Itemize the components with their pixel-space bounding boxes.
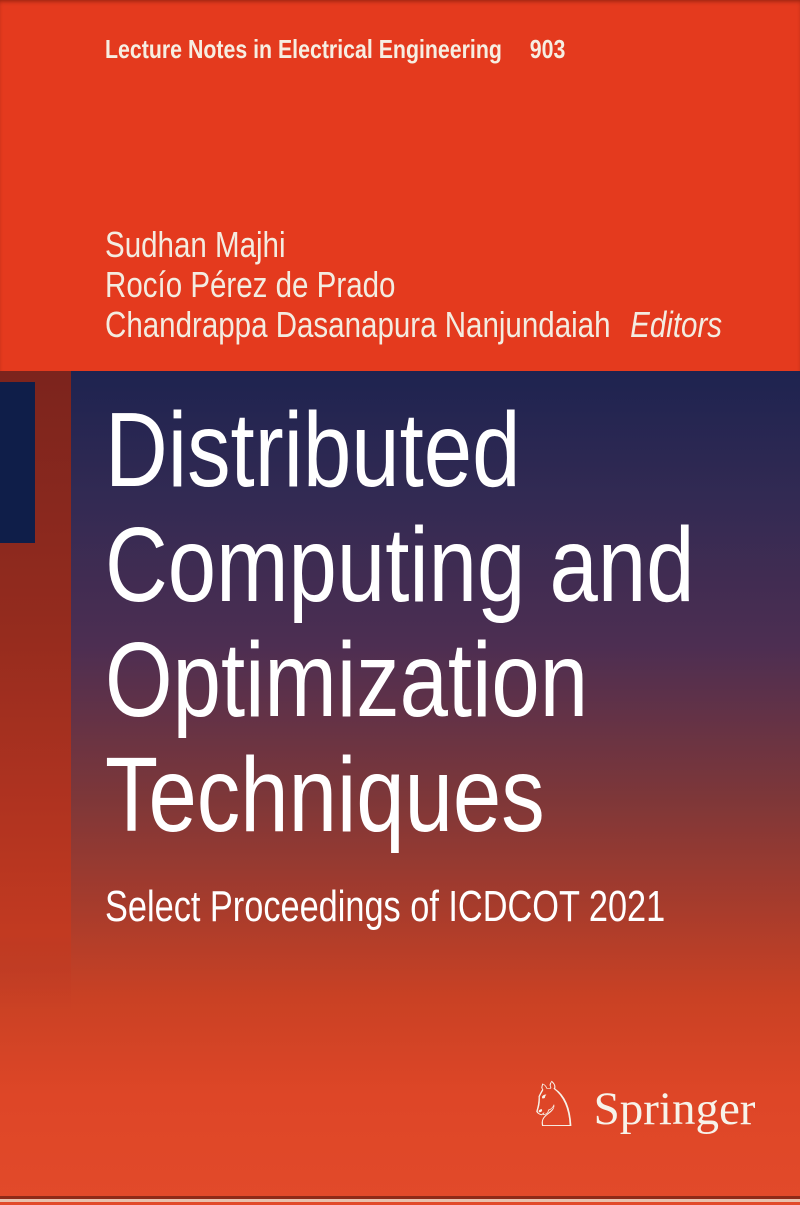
title-line: Distributed [105, 391, 521, 509]
series-band [0, 0, 800, 371]
springer-logo: ♘ Springer [526, 1074, 755, 1136]
cover-background-gradient [0, 371, 800, 1205]
editor-name: Sudhan Majhi [105, 224, 286, 265]
series-title: Lecture Notes in Electrical Engineering [105, 34, 502, 64]
title-line: Computing and [105, 506, 695, 624]
series-header: Lecture Notes in Electrical Engineering 9… [105, 34, 666, 65]
book-subtitle: Select Proceedings of ICDCOT 2021 [105, 882, 666, 931]
series-volume: 903 [529, 34, 566, 64]
bottom-edge-highlight [0, 1199, 800, 1202]
springer-horse-knight-icon: ♘ [526, 1068, 582, 1141]
book-title: Distributed Computing and Optimization T… [105, 393, 800, 853]
title-line: Techniques [105, 736, 545, 854]
spine-accent-square [0, 382, 35, 543]
publisher-wordmark: Springer [593, 1083, 756, 1135]
bottom-edge-shadow [0, 1196, 800, 1199]
editor-name: Rocío Pérez de Prado [105, 264, 396, 305]
editor-name: Chandrappa Dasanapura Nanjundaiah [105, 304, 611, 345]
title-line: Optimization [105, 621, 589, 739]
editors-block: Sudhan Majhi Rocío Pérez de Prado Chandr… [105, 225, 800, 345]
editors-role-label: Editors [630, 304, 723, 345]
